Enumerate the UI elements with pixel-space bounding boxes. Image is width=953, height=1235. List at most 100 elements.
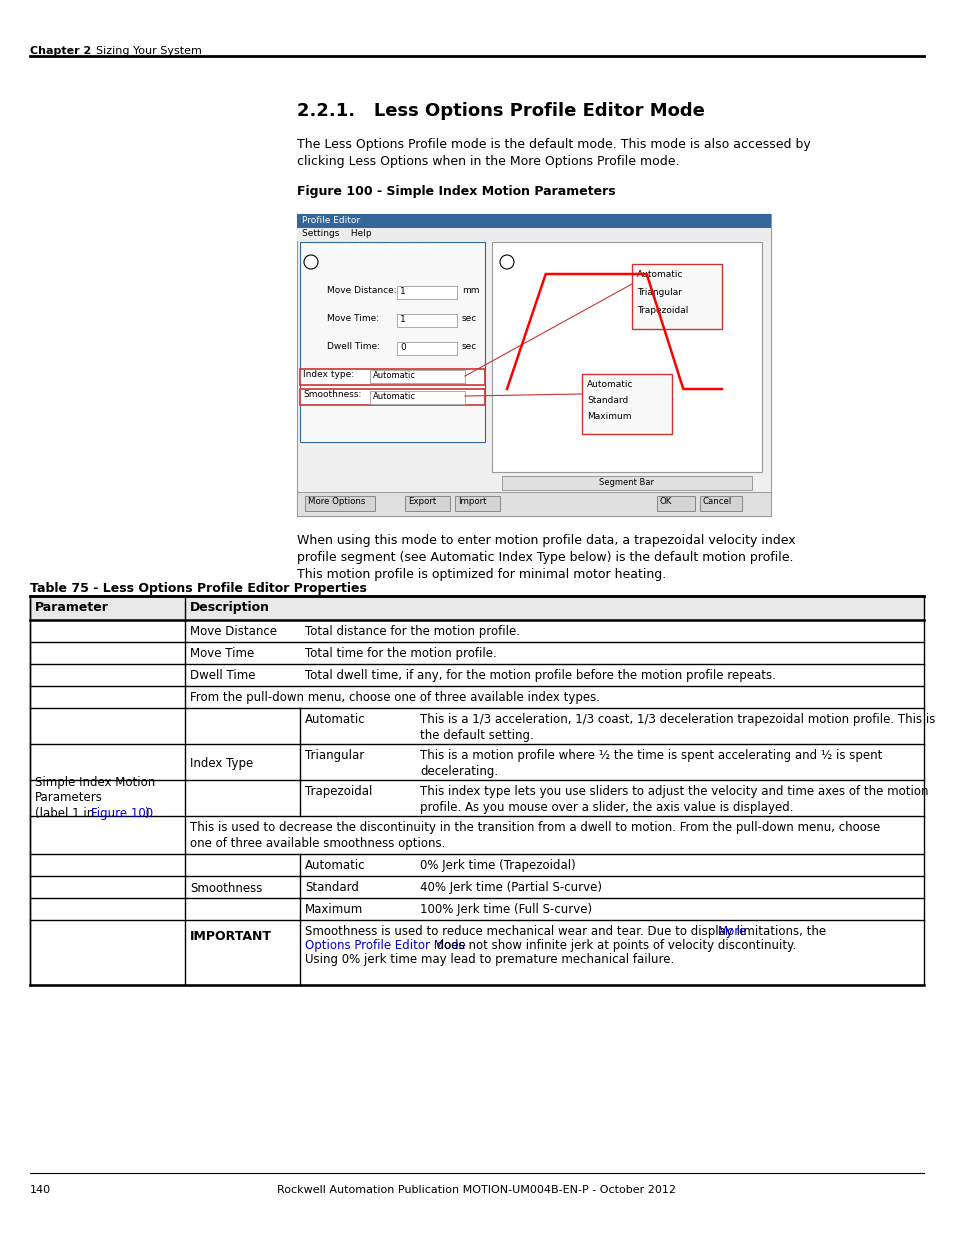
Text: Automatic: Automatic <box>305 713 365 726</box>
Bar <box>296 228 770 241</box>
Text: Rockwell Automation Publication MOTION-UM004B-EN-P - October 2012: Rockwell Automation Publication MOTION-U… <box>277 1186 676 1195</box>
Text: Total time for the motion profile.: Total time for the motion profile. <box>305 647 497 659</box>
Text: Segment Bar: Segment Bar <box>598 478 654 487</box>
Text: Maximum: Maximum <box>305 903 363 916</box>
Text: Table 75 - Less Options Profile Editor Properties: Table 75 - Less Options Profile Editor P… <box>30 582 367 595</box>
Bar <box>657 496 695 511</box>
Bar <box>396 287 456 299</box>
Text: 1: 1 <box>399 287 405 296</box>
Text: Figure 100 - Simple Index Motion Parameters: Figure 100 - Simple Index Motion Paramet… <box>296 185 615 198</box>
Text: ): ) <box>144 806 149 820</box>
Text: sec: sec <box>461 314 476 324</box>
Text: Move Distance:: Move Distance: <box>327 287 396 295</box>
Text: Standard: Standard <box>586 396 628 405</box>
Text: Move Time: Move Time <box>190 647 254 659</box>
Text: Trapezoidal: Trapezoidal <box>637 306 688 315</box>
Text: 1: 1 <box>399 315 405 324</box>
Text: Parameters: Parameters <box>35 790 103 804</box>
Text: Settings    Help: Settings Help <box>302 228 372 238</box>
Text: Dwell Time: Dwell Time <box>190 669 255 682</box>
Bar <box>299 389 484 405</box>
Text: 40% Jerk time (Partial S-curve): 40% Jerk time (Partial S-curve) <box>419 881 601 894</box>
Bar <box>296 214 770 228</box>
Text: This is a 1/3 acceleration, 1/3 coast, 1/3 deceleration trapezoidal motion profi: This is a 1/3 acceleration, 1/3 coast, 1… <box>419 713 934 742</box>
Text: Automatic: Automatic <box>373 370 416 380</box>
Text: 0% Jerk time (Trapezoidal): 0% Jerk time (Trapezoidal) <box>419 860 576 872</box>
Circle shape <box>499 254 514 269</box>
Text: 1: 1 <box>308 258 314 268</box>
Bar <box>299 242 484 254</box>
Text: clicking Less Options when in the More Options Profile mode.: clicking Less Options when in the More O… <box>296 156 679 168</box>
Bar <box>492 242 761 472</box>
Text: Parameter: Parameter <box>35 601 109 614</box>
Bar <box>631 264 721 329</box>
Text: More Options: More Options <box>308 496 365 506</box>
Text: Export: Export <box>408 496 436 506</box>
Text: This is used to decrease the discontinuity in the transition from a dwell to mot: This is used to decrease the discontinui… <box>190 821 880 851</box>
Bar <box>700 496 741 511</box>
Text: 2: 2 <box>503 258 510 268</box>
Text: Automatic: Automatic <box>373 391 416 401</box>
Text: 140: 140 <box>30 1186 51 1195</box>
Text: (label 1 in: (label 1 in <box>35 806 98 820</box>
Text: Chapter 2: Chapter 2 <box>30 46 91 56</box>
Text: Maximum: Maximum <box>586 412 631 421</box>
Text: 100% Jerk time (Full S-curve): 100% Jerk time (Full S-curve) <box>419 903 592 916</box>
Text: does not show infinite jerk at points of velocity discontinuity.: does not show infinite jerk at points of… <box>433 939 796 952</box>
Text: sec: sec <box>461 342 476 351</box>
Text: Move Distance: Move Distance <box>190 625 276 638</box>
Text: More: More <box>718 925 747 939</box>
Text: Options Profile Editor Mode: Options Profile Editor Mode <box>305 939 465 952</box>
Text: This is a motion profile where ½ the time is spent accelerating and ½ is spent
d: This is a motion profile where ½ the tim… <box>419 748 882 778</box>
Text: Automatic: Automatic <box>586 380 633 389</box>
Text: Dwell Time:: Dwell Time: <box>327 342 379 351</box>
Text: Triangular: Triangular <box>305 748 364 762</box>
Text: The Less Options Profile mode is the default mode. This mode is also accessed by: The Less Options Profile mode is the def… <box>296 138 810 151</box>
Text: This motion profile is optimized for minimal motor heating.: This motion profile is optimized for min… <box>296 568 665 580</box>
Text: When using this mode to enter motion profile data, a trapezoidal velocity index: When using this mode to enter motion pro… <box>296 534 795 547</box>
Bar <box>30 597 923 620</box>
Text: Total distance for the motion profile.: Total distance for the motion profile. <box>305 625 519 638</box>
Text: 2.2.1.   Less Options Profile Editor Mode: 2.2.1. Less Options Profile Editor Mode <box>296 103 704 120</box>
Text: Index type:: Index type: <box>303 370 354 379</box>
Text: Sizing Your System: Sizing Your System <box>96 46 202 56</box>
Text: profile segment (see Automatic Index Type below) is the default motion profile.: profile segment (see Automatic Index Typ… <box>296 551 793 564</box>
Bar <box>296 492 770 516</box>
Bar <box>581 374 671 433</box>
Bar <box>396 342 456 354</box>
Text: Using 0% jerk time may lead to premature mechanical failure.: Using 0% jerk time may lead to premature… <box>305 953 674 966</box>
Bar <box>370 391 464 404</box>
Text: Figure 100: Figure 100 <box>91 806 153 820</box>
Bar <box>296 214 770 516</box>
Text: 0: 0 <box>399 343 405 352</box>
Text: Simple Index Motion Parameters: Simple Index Motion Parameters <box>303 243 434 252</box>
Text: Triangular: Triangular <box>637 288 681 296</box>
Text: Smoothness: Smoothness <box>190 882 262 895</box>
Bar <box>370 370 464 383</box>
Bar <box>305 496 375 511</box>
Text: From the pull-down menu, choose one of three available index types.: From the pull-down menu, choose one of t… <box>190 692 599 704</box>
Text: Total dwell time, if any, for the motion profile before the motion profile repea: Total dwell time, if any, for the motion… <box>305 669 775 682</box>
Text: Smoothness is used to reduce mechanical wear and tear. Due to display limitation: Smoothness is used to reduce mechanical … <box>305 925 829 939</box>
Text: Trapezoidal: Trapezoidal <box>305 785 372 798</box>
Bar <box>299 369 484 385</box>
Bar <box>396 314 456 327</box>
Text: OK: OK <box>659 496 672 506</box>
Text: Cancel: Cancel <box>702 496 732 506</box>
Text: Index Type: Index Type <box>190 757 253 769</box>
Text: Simple Index Motion: Simple Index Motion <box>35 776 155 789</box>
Text: Smoothness:: Smoothness: <box>303 390 361 399</box>
Text: mm: mm <box>461 287 479 295</box>
Text: Import: Import <box>457 496 486 506</box>
Bar <box>501 475 751 490</box>
Text: IMPORTANT: IMPORTANT <box>190 930 272 944</box>
Text: Standard: Standard <box>305 881 358 894</box>
Bar <box>455 496 499 511</box>
Text: Automatic: Automatic <box>637 270 682 279</box>
Bar <box>405 496 450 511</box>
Bar <box>299 242 484 442</box>
Circle shape <box>304 254 317 269</box>
Text: Profile Editor: Profile Editor <box>302 216 359 225</box>
Text: Move Time:: Move Time: <box>327 314 378 324</box>
Text: Description: Description <box>190 601 270 614</box>
